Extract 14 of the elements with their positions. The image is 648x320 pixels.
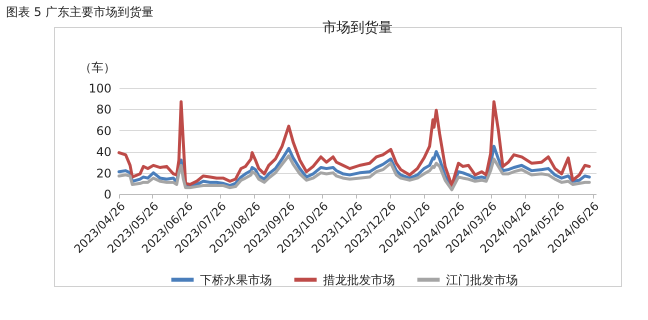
- line-series: [118, 154, 591, 192]
- y-tick-label: 80: [96, 102, 112, 117]
- chart-title: 图表 5 广东主要市场到货量: [6, 4, 154, 21]
- legend-label: 江门批发市场: [446, 272, 518, 287]
- y-tick-label: 20: [96, 166, 112, 180]
- y-tick-label: 100: [88, 82, 112, 96]
- y-tick-label: 0: [104, 188, 112, 202]
- legend-label: 下桥水果市场: [200, 272, 272, 287]
- legend-label: 措龙批发市场: [323, 272, 395, 287]
- line-series: [118, 100, 591, 188]
- y-tick-label: 60: [96, 124, 112, 138]
- y-axis-title: （车）: [80, 60, 116, 74]
- chart-subtitle: 市场到货量: [322, 20, 392, 36]
- y-tick-label: 40: [96, 145, 112, 160]
